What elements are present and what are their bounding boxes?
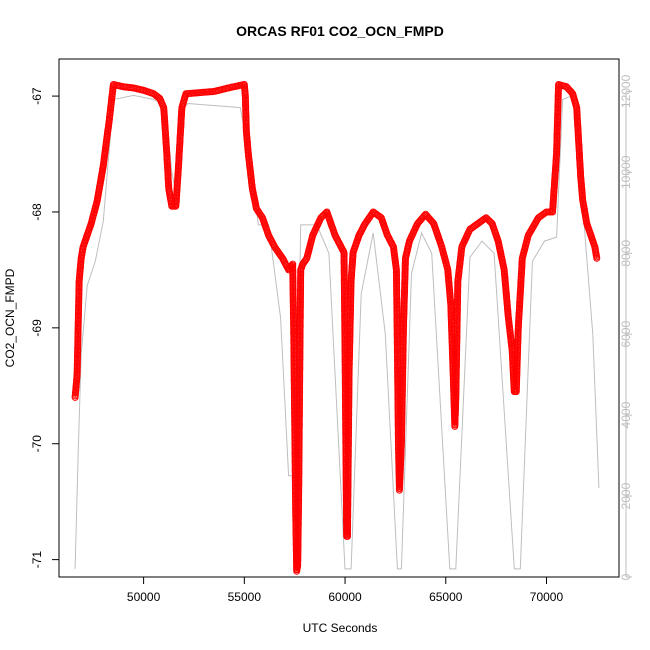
y-tick-label: -70: [30, 435, 44, 453]
x-tick-label: 60000: [328, 590, 362, 604]
x-tick-label: 70000: [530, 590, 564, 604]
y-tick-label: -67: [30, 87, 44, 105]
y2-axis: 0 2000 4000 6000 8000 10000 12000: [619, 74, 633, 580]
x-tick-label: 50000: [127, 590, 161, 604]
chart-title: ORCAS RF01 CO2_OCN_FMPD: [236, 23, 444, 39]
y-tick-label: -69: [30, 319, 44, 337]
co2-point: [593, 254, 601, 262]
y2-tick-label: 2000: [619, 482, 633, 509]
x-axis-label: UTC Seconds: [303, 621, 378, 635]
y2-tick-label: 4000: [619, 401, 633, 428]
co2-point: [481, 215, 489, 223]
x-tick-label: 65000: [429, 590, 463, 604]
y-tick-label: -68: [30, 203, 44, 221]
x-tick-label: 55000: [228, 590, 262, 604]
x-axis: 50000 55000 60000 65000 70000: [127, 577, 564, 604]
plot-frame: [58, 58, 620, 578]
y2-tick-label: 6000: [619, 321, 633, 348]
y-axis: -71 -70 -69 -68 -67: [30, 87, 59, 568]
y2-tick-label: 10000: [619, 155, 633, 189]
y2-tick-label: 8000: [619, 240, 633, 267]
y-axis-label: CO2_OCN_FMPD: [3, 268, 17, 367]
y-tick-label: -71: [30, 551, 44, 569]
y2-tick-label: 12000: [619, 74, 633, 108]
co2-series-layer: [71, 81, 601, 575]
co2-point: [321, 210, 329, 218]
y2-tick-label: 0: [619, 573, 633, 580]
